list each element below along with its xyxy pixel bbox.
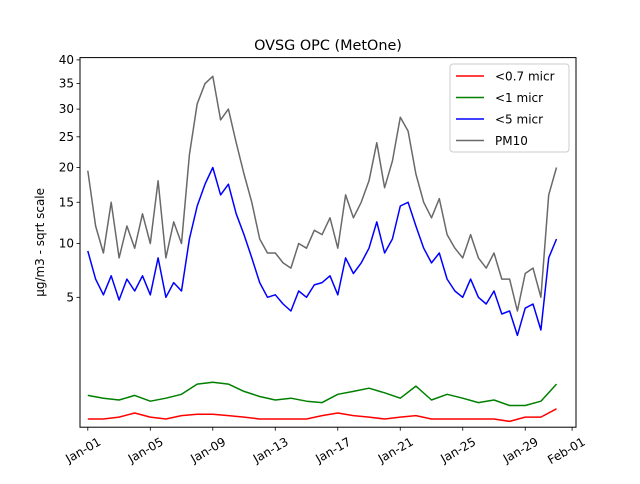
y-tick-label: 35 [59,77,74,91]
y-tick-label: 10 [59,237,74,251]
y-tick-label: 20 [59,160,74,174]
series-line-1-micr [87,381,558,407]
series-line-0-7-micr [87,408,557,423]
y-tick-label: 30 [59,102,74,116]
y-axis-label: µg/m3 - sqrt scale [33,188,47,297]
y-axis-ticks: 5 10 15 20 25 30 35 40 [59,53,80,304]
chart-title: OVSG OPC (MetOne) [254,38,402,54]
series-line-pm10 [87,75,558,312]
y-tick-label: 5 [66,290,74,304]
legend-label-0-7-micr: <0.7 micr [495,70,555,84]
series-lines [87,75,558,423]
y-tick-label: 25 [59,130,74,144]
y-tick-label: 15 [59,195,74,209]
legend-label-5-micr: <5 micr [495,113,543,127]
series-line-5-micr [87,166,558,337]
axes-frame [79,57,577,428]
legend-label-pm10: PM10 [495,134,528,148]
legend-box [449,63,570,153]
legend: <0.7 micr <1 micr <5 micr PM10 [449,63,570,153]
legend-label-1-micr: <1 micr [495,91,543,105]
y-tick-label: 40 [59,53,74,67]
